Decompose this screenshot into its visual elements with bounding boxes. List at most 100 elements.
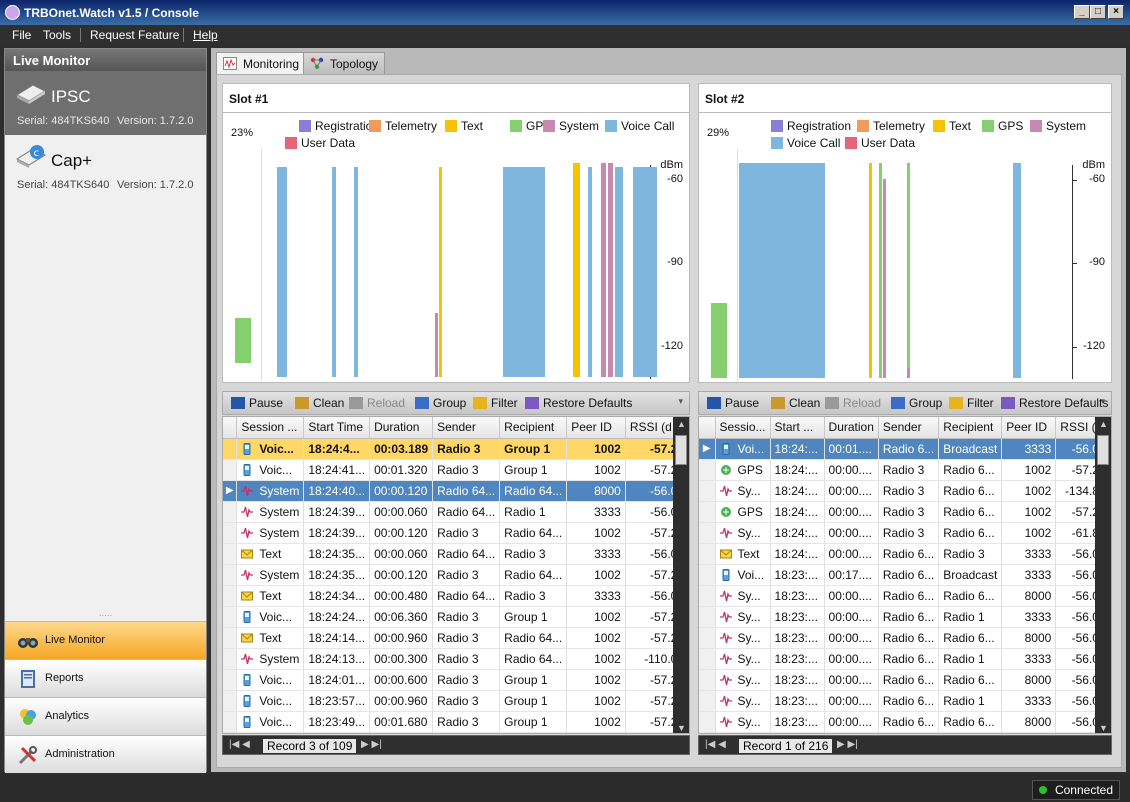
nav-analytics[interactable]: Analytics: [5, 697, 206, 735]
column-header[interactable]: Recipient: [938, 417, 1003, 439]
cell-session: Voic...: [236, 690, 305, 712]
cell-recipient: Group 1: [499, 711, 568, 733]
reload-button[interactable]: Reload: [825, 396, 881, 410]
table-row[interactable]: System 18:24:35... 00:00.120 Radio 3 Radio 6…: [223, 564, 689, 586]
vertical-scrollbar[interactable]: ▲ ▼: [673, 417, 689, 733]
column-header[interactable]: Recipient: [499, 417, 568, 439]
cell-duration: 00:00....: [824, 711, 879, 733]
table-row[interactable]: System 18:24:39... 00:00.120 Radio 3 Radio 6…: [223, 522, 689, 544]
scroll-up-icon[interactable]: ▲: [677, 419, 686, 429]
record-counter: Record 3 of 109: [263, 739, 357, 753]
cell-start-time: 18:24:35...: [303, 564, 371, 586]
voice-call-icon: [243, 694, 251, 707]
group-button[interactable]: Group: [415, 396, 466, 410]
column-header[interactable]: Sender: [432, 417, 501, 439]
tab-topology[interactable]: Topology: [303, 52, 386, 74]
menu-file[interactable]: File: [12, 28, 32, 42]
table-row[interactable]: Sy... 18:23:... 00:00.... Radio 6... Radio 6…: [699, 627, 1111, 649]
vertical-scrollbar[interactable]: ▲ ▼: [1095, 417, 1111, 733]
next-last-record-icon[interactable]: ▶ ▶|: [837, 739, 858, 750]
filter-button[interactable]: Filter: [473, 396, 518, 410]
group-button[interactable]: Group: [891, 396, 942, 410]
table-row[interactable]: GPS 18:24:... 00:00.... Radio 3 Radio 6... 10…: [699, 501, 1111, 523]
table-row[interactable]: Voic... 18:23:57... 00:00.960 Radio 3 Group …: [223, 690, 689, 712]
table-row[interactable]: ▶ System 18:24:40... 00:00.120 Radio 64... Ra…: [223, 480, 689, 502]
row-indicator: [223, 627, 238, 649]
first-prev-record-icon[interactable]: |◀ ◀: [705, 739, 726, 750]
scroll-up-icon[interactable]: ▲: [1099, 419, 1108, 429]
column-header[interactable]: Sessio...: [715, 417, 771, 439]
restore-defaults-button[interactable]: Restore Defaults: [525, 396, 632, 410]
table-row[interactable]: Voic... 18:24:41... 00:01.320 Radio 3 Group …: [223, 459, 689, 481]
table-row[interactable]: System 18:24:13... 00:00.300 Radio 3 Radio 6…: [223, 648, 689, 670]
table-row[interactable]: Sy... 18:23:... 00:00.... Radio 6... Radio 1…: [699, 690, 1111, 712]
column-header[interactable]: Duration: [369, 417, 434, 439]
menu-help[interactable]: Help: [193, 28, 218, 42]
table-row[interactable]: Voic... 18:24:24... 00:06.360 Radio 3 Group …: [223, 606, 689, 628]
table-row[interactable]: Voic... 18:24:4... 00:03.189 Radio 3 Group 1…: [223, 438, 689, 460]
first-prev-record-icon[interactable]: |◀ ◀: [229, 739, 250, 750]
table-row[interactable]: Sy... 18:23:... 00:00.... Radio 6... Radio 6…: [699, 711, 1111, 733]
cell-duration: 00:00.480: [369, 585, 434, 607]
scroll-down-icon[interactable]: ▼: [1099, 723, 1108, 733]
table-row[interactable]: ▶ Voi... 18:24:... 00:01.... Radio 6... Broad…: [699, 438, 1111, 460]
table-row[interactable]: Voi... 18:23:... 00:17.... Radio 6... Broadc…: [699, 564, 1111, 586]
scrollbar-thumb[interactable]: [1097, 435, 1109, 465]
device-capplus[interactable]: c Cap+ Serial: 484TKS640 Version: 1.7.2.…: [5, 135, 206, 199]
table-row[interactable]: Sy... 18:23:... 00:00.... Radio 6... Radio 6…: [699, 669, 1111, 691]
table-row[interactable]: Text 18:24:14... 00:00.960 Radio 3 Radio 64.…: [223, 627, 689, 649]
cell-sender: Radio 6...: [878, 564, 940, 586]
filter-button[interactable]: Filter: [949, 396, 994, 410]
table-row[interactable]: Voic... 18:24:01... 00:00.600 Radio 3 Group …: [223, 669, 689, 691]
nav-label: Administration: [45, 748, 115, 760]
table-row[interactable]: Text 18:24:34... 00:00.480 Radio 64... Radio…: [223, 585, 689, 607]
column-header[interactable]: Duration: [824, 417, 879, 439]
cell-start-time: 18:24:39...: [303, 501, 371, 523]
device-ipsc[interactable]: IPSC Serial: 484TKS640 Version: 1.7.2.0: [5, 71, 206, 135]
row-indicator: [223, 585, 238, 607]
tab-monitoring[interactable]: Monitoring: [216, 52, 307, 75]
chart-plot-border: [737, 149, 738, 381]
pause-button[interactable]: Pause: [707, 396, 759, 410]
table-row[interactable]: Voic... 18:23:49... 00:01.680 Radio 3 Group …: [223, 711, 689, 733]
splitter-grip[interactable]: ·····: [98, 611, 113, 620]
toolbar-overflow-icon[interactable]: ▾: [1100, 396, 1105, 406]
table-row[interactable]: Sy... 18:23:... 00:00.... Radio 6... Radio 1…: [699, 606, 1111, 628]
nav-administration[interactable]: Administration: [5, 735, 206, 773]
scroll-down-icon[interactable]: ▼: [677, 723, 686, 733]
device-serial: Serial: 484TKS640: [17, 115, 110, 127]
table-row[interactable]: Sy... 18:24:... 00:00.... Radio 3 Radio 6...…: [699, 480, 1111, 502]
menu-request-feature[interactable]: Request Feature: [90, 28, 180, 42]
pause-button[interactable]: Pause: [231, 396, 283, 410]
table-row[interactable]: Sy... 18:23:... 00:00.... Radio 6... Radio 1…: [699, 648, 1111, 670]
column-header[interactable]: Start Time: [303, 417, 371, 439]
column-header[interactable]: Session ...: [236, 417, 305, 439]
table-row[interactable]: GPS 18:24:... 00:00.... Radio 3 Radio 6... 10…: [699, 459, 1111, 481]
table-row[interactable]: Sy... 18:23:... 00:00.... Radio 6... Radio 6…: [699, 585, 1111, 607]
minimize-button[interactable]: _: [1074, 5, 1090, 19]
next-last-record-icon[interactable]: ▶ ▶|: [361, 739, 382, 750]
table-row[interactable]: Text 18:24:35... 00:00.060 Radio 64... Radio…: [223, 543, 689, 565]
scrollbar-thumb[interactable]: [675, 435, 687, 465]
cell-session: System: [236, 522, 305, 544]
column-header[interactable]: Peer ID: [566, 417, 626, 439]
column-header[interactable]: Sender: [878, 417, 940, 439]
maximize-button[interactable]: □: [1090, 5, 1106, 19]
nav-live-monitor[interactable]: Live Monitor: [5, 621, 206, 659]
reload-button[interactable]: Reload: [349, 396, 405, 410]
close-button[interactable]: ×: [1108, 5, 1124, 19]
nav-reports[interactable]: Reports: [5, 659, 206, 697]
monitoring-tab-content: Slot #1 23% Registration Telemetry Text GPS Sy…: [216, 74, 1122, 768]
toolbar-overflow-icon[interactable]: ▾: [678, 396, 683, 406]
cell-session: Text: [236, 627, 305, 649]
table-row[interactable]: Sy... 18:24:... 00:00.... Radio 3 Radio 6...…: [699, 522, 1111, 544]
cell-peer-id: 1002: [1001, 459, 1057, 481]
clean-button[interactable]: Clean: [771, 396, 820, 410]
menu-tools[interactable]: Tools: [43, 28, 72, 42]
restore-defaults-button[interactable]: Restore Defaults: [1001, 396, 1108, 410]
column-header[interactable]: Start ...: [770, 417, 825, 439]
table-row[interactable]: System 18:24:39... 00:00.060 Radio 64... Rad…: [223, 501, 689, 523]
clean-button[interactable]: Clean: [295, 396, 344, 410]
column-header[interactable]: Peer ID: [1001, 417, 1057, 439]
